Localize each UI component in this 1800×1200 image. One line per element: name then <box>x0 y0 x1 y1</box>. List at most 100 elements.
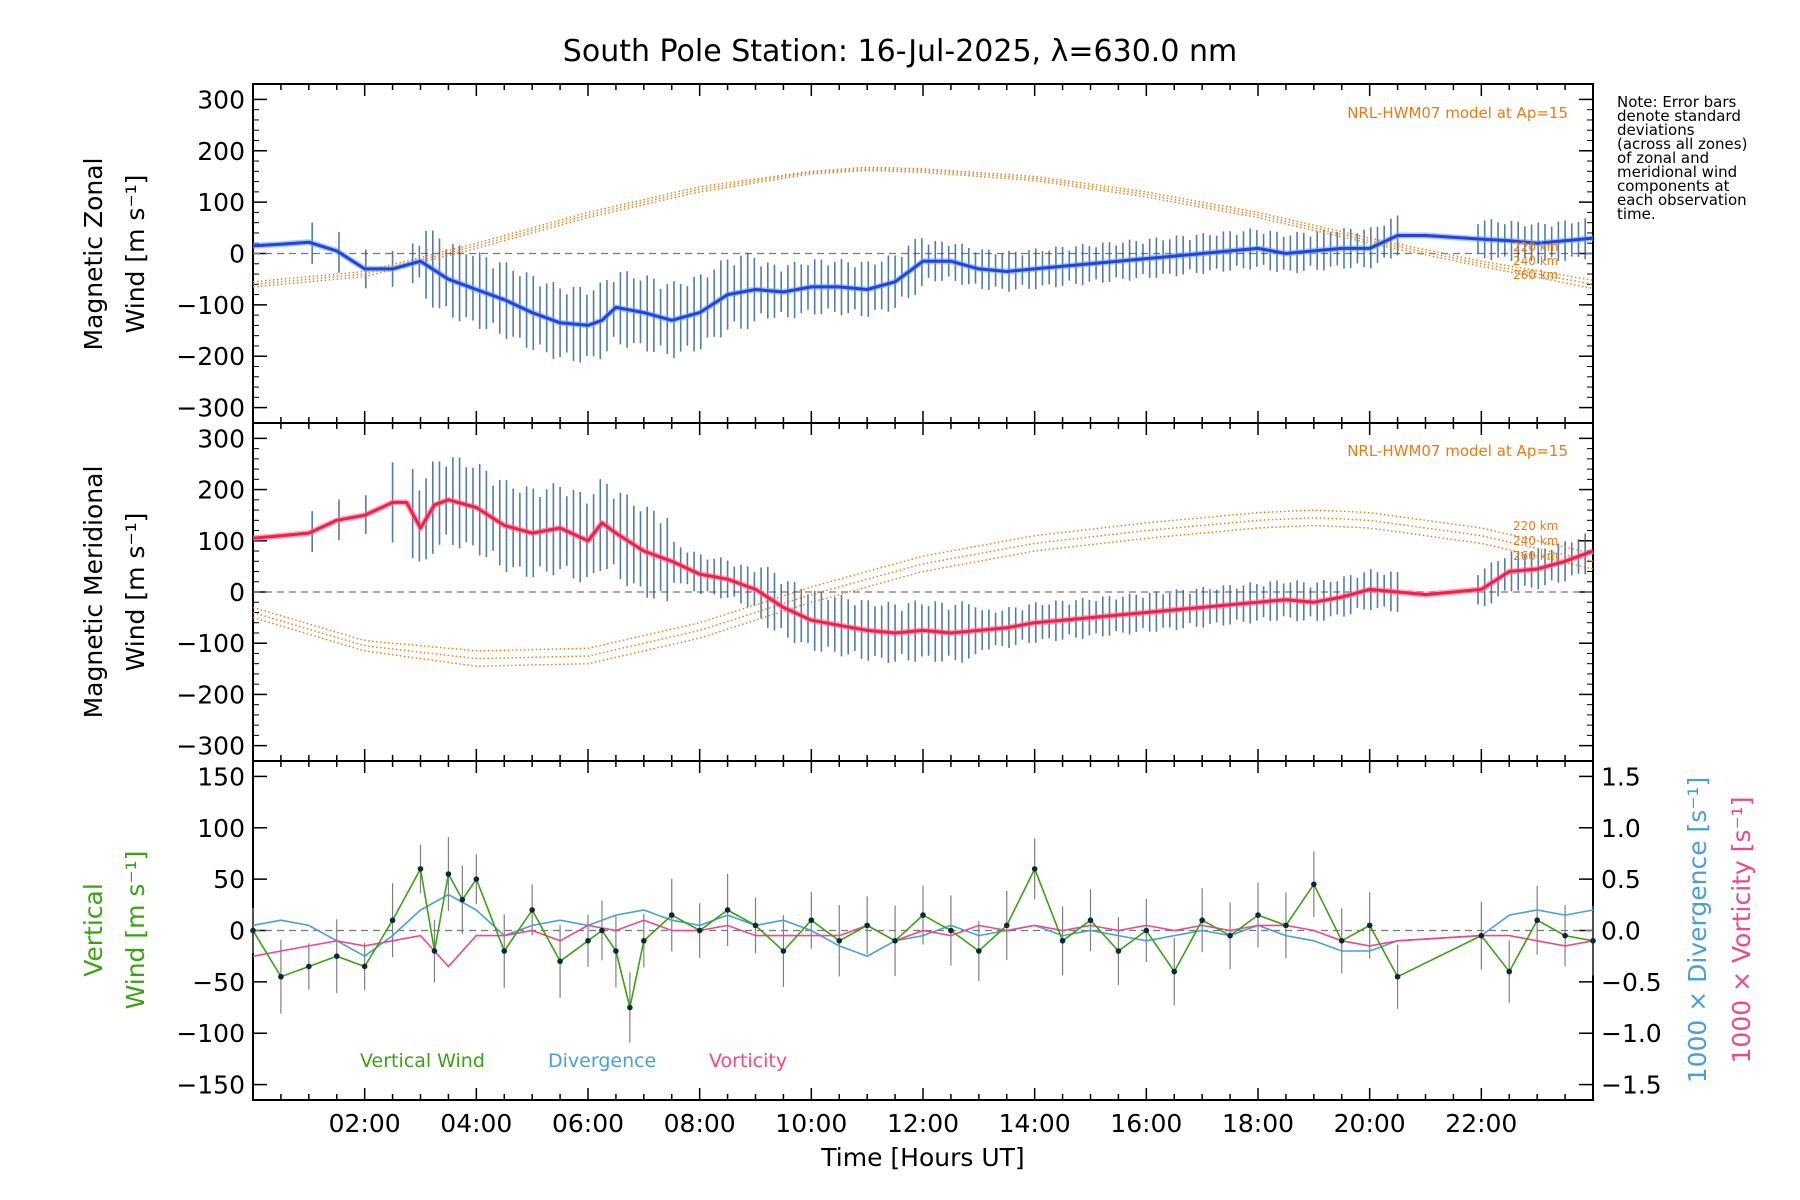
vertical-wind-point <box>724 907 731 913</box>
x-tick-label: 22:00 <box>1445 1109 1517 1138</box>
zonal-alt-260: 260 km <box>1513 268 1558 282</box>
vertical-wind-point <box>976 948 982 954</box>
vertical-wind-point <box>1366 922 1373 929</box>
x-tick-label: 18:00 <box>1222 1109 1294 1138</box>
note-line-9: time. <box>1617 205 1656 223</box>
note-line-6: meridional wind <box>1617 163 1737 181</box>
zonal-ylabel-line1: Magnetic Zonal <box>79 158 108 351</box>
vertical-wind-point <box>1394 973 1401 980</box>
vertical-wind-point <box>1227 932 1233 939</box>
right-y-tick-label: 0.0 <box>1601 917 1641 946</box>
zonal-model-label: NRL-HWM07 model at Ap=15 <box>1347 104 1568 122</box>
note-line-3: deviations <box>1617 121 1695 139</box>
meridional-y-tick-label: 0 <box>229 578 245 607</box>
right-y-tick-label: 0.5 <box>1601 865 1641 894</box>
vertical-wind-point <box>1478 932 1485 939</box>
vertical-wind-point <box>1283 922 1289 929</box>
meridional-model-240km <box>252 517 1594 660</box>
vertical-wind-point <box>1590 937 1596 944</box>
zonal-ylabel-line2: Wind [m s⁻¹] <box>121 175 150 334</box>
vertical-wind-point <box>1031 866 1038 872</box>
zonal-model-260km <box>252 169 1594 290</box>
vertical-wind-point <box>780 948 787 954</box>
vertical-wind-point <box>306 963 312 970</box>
meridional-y-tick-label: 300 <box>197 424 245 453</box>
meridional-panel: 300 200 100 0 −100 −200 −300 <box>176 424 1595 761</box>
vertical-wind-point <box>1506 968 1513 975</box>
right-y-tick-label: −0.5 <box>1601 968 1662 997</box>
vertical-wind-point <box>1143 927 1150 934</box>
chart-title: South Pole Station: 16-Jul-2025, λ=630.0… <box>563 34 1237 69</box>
vertical-y-tick-label: 0 <box>229 917 245 946</box>
vertical-wind-point <box>836 937 843 944</box>
zonal-y-tick-label: 0 <box>229 240 245 269</box>
meridional-model-260km <box>252 524 1594 667</box>
vertical-y-tick-label: 150 <box>197 762 245 791</box>
vertical-wind-point <box>948 927 954 934</box>
zonal-y-tick-label: 300 <box>197 85 245 114</box>
zonal-alt-220: 220 km <box>1513 240 1558 254</box>
meridional-mean-wind-line <box>252 498 1594 635</box>
x-tick-label: 08:00 <box>664 1109 736 1138</box>
x-tick-label: 04:00 <box>440 1109 512 1138</box>
meridional-y-tick-label: −200 <box>176 680 245 709</box>
vertical-wind-point <box>599 927 605 934</box>
x-tick-label: 16:00 <box>1110 1109 1182 1138</box>
vertical-wind-point <box>585 937 591 944</box>
note-line-8: each observation <box>1617 191 1747 209</box>
vertical-ylabel-line1: Vertical <box>79 883 108 977</box>
zonal-mean-wind-line <box>252 234 1594 327</box>
vertical-wind-point <box>920 912 926 918</box>
vertical-wind-point <box>529 907 535 913</box>
meridional-y-tick-label: −100 <box>176 629 245 658</box>
x-axis-label: Time [Hours UT] <box>820 1143 1024 1172</box>
vorticity-ylabel: 1000 × Vorticity [s⁻¹] <box>1727 797 1756 1064</box>
vertical-y-tick-label: −100 <box>176 1019 245 1048</box>
note-line-5: of zonal and <box>1617 149 1709 167</box>
zonal-y-tick-label: −200 <box>176 342 245 371</box>
legend-vertical-wind: Vertical Wind <box>360 1050 485 1072</box>
vertical-wind-point <box>250 927 256 934</box>
vertical-y-tick-label: 50 <box>213 865 245 894</box>
vertical-panel: 150 100 50 0 −50 −100 −150 1.5 1.0 0.5 0.0 −0.5 −1.0… <box>176 762 1661 1099</box>
meridional-alt-240: 240 km <box>1513 534 1558 548</box>
vertical-wind-point <box>389 917 396 924</box>
meridional-y-tick-label: −300 <box>176 732 245 761</box>
legend-vorticity: Vorticity <box>709 1050 787 1072</box>
zonal-y-tick-label: −100 <box>176 291 245 320</box>
meridional-ylabel-line1: Magnetic Meridional <box>79 466 108 719</box>
vertical-wind-point <box>892 937 898 944</box>
x-tick-label: 20:00 <box>1334 1109 1406 1138</box>
x-axis: 02:00 04:00 06:00 08:00 10:00 12:00 14:00 16:00… <box>280 84 1566 1138</box>
note-line-1: Note: Error bars <box>1617 93 1737 111</box>
vertical-wind-point <box>668 912 675 918</box>
vertical-wind-point <box>696 927 703 934</box>
vertical-y-tick-label: 100 <box>197 814 245 843</box>
zonal-model-240km <box>252 168 1594 285</box>
vertical-wind-point <box>473 876 480 882</box>
divergence-ylabel: 1000 × Divergence [s⁻¹] <box>1683 777 1712 1084</box>
x-tick-label: 14:00 <box>999 1109 1071 1138</box>
zonal-y-tick-label: 200 <box>197 137 245 166</box>
vertical-wind-point <box>1115 948 1122 954</box>
x-tick-label: 10:00 <box>775 1109 847 1138</box>
vertical-wind-point <box>333 953 340 959</box>
x-tick-label: 12:00 <box>887 1109 959 1138</box>
vertical-wind-point <box>752 922 759 929</box>
note-line-7: components at <box>1617 177 1730 195</box>
vertical-wind-point <box>1534 917 1540 924</box>
vertical-wind-point <box>1562 932 1568 939</box>
meridional-model-label: NRL-HWM07 model at Ap=15 <box>1347 442 1568 460</box>
vertical-wind-point <box>557 958 563 965</box>
zonal-y-tick-label: 100 <box>197 188 245 217</box>
vertical-wind-point <box>1311 881 1317 888</box>
right-y-tick-label: 1.5 <box>1601 762 1641 791</box>
meridional-y-tick-label: 100 <box>197 527 245 556</box>
vertical-y-tick-label: −50 <box>192 968 245 997</box>
meridional-mean-halo <box>252 496 1595 636</box>
right-y-tick-label: −1.0 <box>1601 1019 1662 1048</box>
vertical-wind-point <box>1199 917 1205 924</box>
vertical-wind-point <box>627 1004 633 1011</box>
note-line-2: denote standard <box>1617 107 1741 125</box>
